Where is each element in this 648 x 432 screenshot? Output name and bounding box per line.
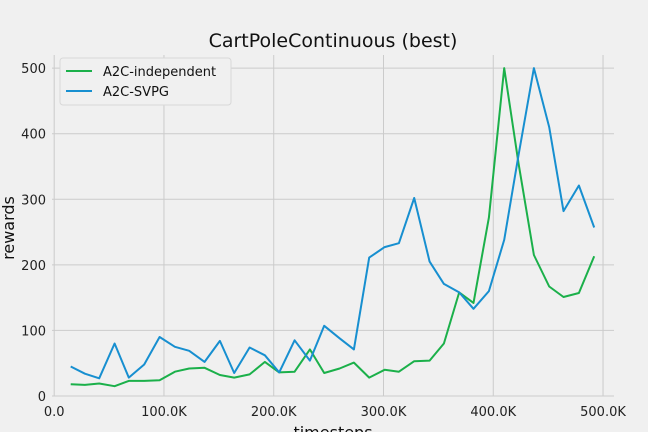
- legend-label: A2C-independent: [103, 65, 216, 80]
- chart-title: CartPoleContinuous (best): [209, 30, 458, 52]
- plot-area: [52, 55, 614, 396]
- y-tick-label: 0: [38, 390, 46, 405]
- x-tick-label: 100.0K: [141, 405, 187, 420]
- y-axis-ticks: 0 100 200 300 400 500: [21, 62, 46, 405]
- x-tick-label: 200.0K: [251, 405, 297, 420]
- series-line-1: [70, 67, 596, 388]
- y-tick-label: 200: [21, 259, 46, 274]
- y-axis-label: rewards: [0, 196, 18, 260]
- x-tick-label: 400.0K: [470, 405, 516, 420]
- legend-box: [59, 57, 232, 106]
- series-layer: [70, 67, 596, 388]
- y-tick-label: 400: [21, 128, 46, 143]
- y-tick-label: 100: [21, 324, 46, 339]
- legend: A2C-independent A2C-SVPG: [59, 57, 232, 106]
- x-axis-label: timesteps: [293, 423, 372, 432]
- y-tick-label: 500: [21, 62, 46, 77]
- x-axis-ticks: 0.0 100.0K 200.0K 300.0K 400.0K 500.0K: [44, 405, 627, 420]
- y-tick-label: 300: [21, 193, 46, 208]
- series-line-2: [70, 67, 596, 380]
- legend-label: A2C-SVPG: [103, 85, 169, 100]
- x-tick-label: 300.0K: [361, 405, 407, 420]
- grid-lines: [52, 55, 614, 397]
- x-tick-label: 0.0: [44, 405, 65, 420]
- x-tick-label: 500.0K: [580, 405, 626, 420]
